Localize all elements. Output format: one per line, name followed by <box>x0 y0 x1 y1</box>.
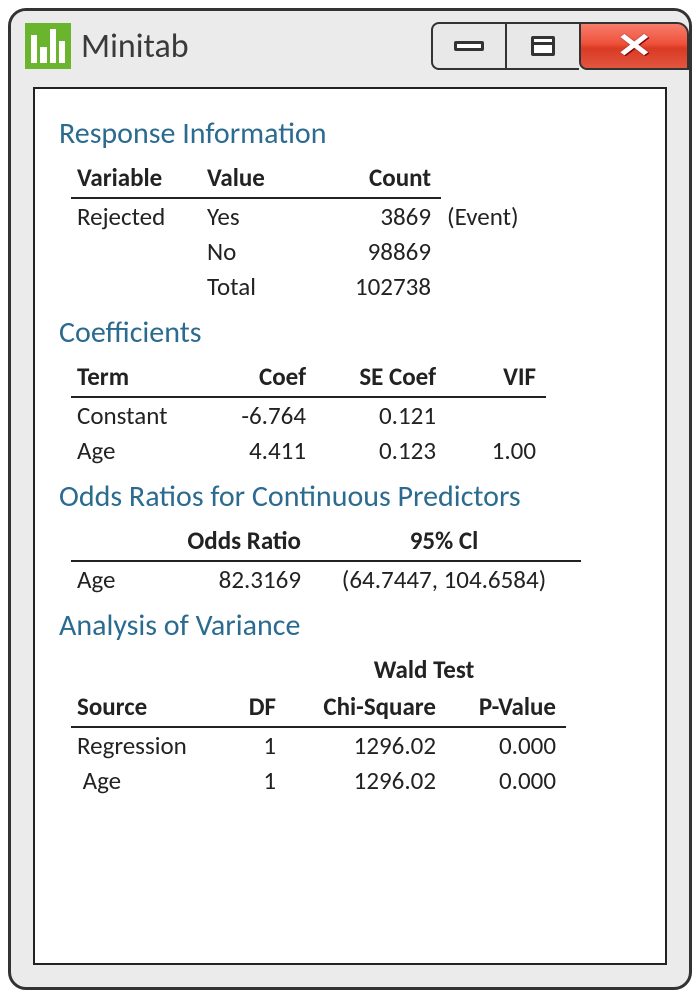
table-row: No 98869 <box>71 234 529 269</box>
cell: 0.000 <box>446 727 566 763</box>
cell: Regression <box>71 727 226 763</box>
app-window: Minitab ✕ Response Information Variable … <box>8 8 692 990</box>
cell <box>441 269 529 304</box>
cell: 1.00 <box>446 433 546 468</box>
col-term: Term <box>71 359 206 397</box>
section-heading-coefficients: Coefficients <box>59 314 641 351</box>
cell: 98869 <box>311 234 441 269</box>
cell: 1 <box>226 727 286 763</box>
maximize-button[interactable] <box>505 22 579 70</box>
cell: 1296.02 <box>286 727 446 763</box>
col-df: DF <box>226 689 286 727</box>
cell: 1296.02 <box>286 763 446 798</box>
cell: -6.764 <box>206 397 316 433</box>
window-controls: ✕ <box>431 22 689 70</box>
col-note <box>441 160 529 198</box>
close-button[interactable]: ✕ <box>579 22 689 70</box>
cell: 1 <box>226 763 286 798</box>
cell: Constant <box>71 397 206 433</box>
cell: Age <box>71 433 206 468</box>
logo-bar <box>59 41 65 63</box>
cell <box>71 269 201 304</box>
col-coef: Coef <box>206 359 316 397</box>
table-row: Regression 1 1296.02 0.000 <box>71 727 566 763</box>
output-pane: Response Information Variable Value Coun… <box>33 87 667 965</box>
cell-event-note: (Event) <box>441 198 529 234</box>
super-header-wald: Wald Test <box>286 652 566 689</box>
cell: 0.123 <box>316 433 446 468</box>
blank <box>71 652 226 689</box>
col-ci: 95% Cl <box>311 523 581 561</box>
table-row: Rejected Yes 3869 (Event) <box>71 198 529 234</box>
anova-table: Wald Test Source DF Chi-Square P-Value R… <box>71 652 566 798</box>
col-odds-ratio: Odds Ratio <box>141 523 311 561</box>
col-value: Value <box>201 160 311 198</box>
cell: (64.7447, 104.6584) <box>311 561 581 597</box>
section-heading-anova: Analysis of Variance <box>59 607 641 644</box>
app-title: Minitab <box>81 26 431 67</box>
cell: 3869 <box>311 198 441 234</box>
cell: Rejected <box>71 198 201 234</box>
minimize-icon <box>454 41 484 51</box>
response-information-table: Variable Value Count Rejected Yes 3869 (… <box>71 160 529 304</box>
col-chisq: Chi-Square <box>286 689 446 727</box>
blank <box>226 652 286 689</box>
col-vif: VIF <box>446 359 546 397</box>
col-variable: Variable <box>71 160 201 198</box>
table-row: Age 1 1296.02 0.000 <box>71 763 566 798</box>
col-source: Source <box>71 689 226 727</box>
cell <box>446 397 546 433</box>
col-count: Count <box>311 160 441 198</box>
cell: Age <box>71 763 226 798</box>
maximize-icon <box>531 36 555 56</box>
cell: 102738 <box>311 269 441 304</box>
odds-ratio-table: Odds Ratio 95% Cl Age 82.3169 (64.7447, … <box>71 523 581 597</box>
table-row: Age 4.411 0.123 1.00 <box>71 433 546 468</box>
cell: Age <box>71 561 141 597</box>
coefficients-table: Term Coef SE Coef VIF Constant -6.764 0.… <box>71 359 546 468</box>
cell: 4.411 <box>206 433 316 468</box>
close-icon: ✕ <box>615 26 652 66</box>
col-secoef: SE Coef <box>316 359 446 397</box>
logo-bar <box>50 29 56 63</box>
cell: No <box>201 234 311 269</box>
cell <box>441 234 529 269</box>
minitab-logo-icon <box>25 23 71 69</box>
titlebar: Minitab ✕ <box>11 11 689 81</box>
logo-bar <box>40 47 46 63</box>
table-row: Constant -6.764 0.121 <box>71 397 546 433</box>
cell <box>71 234 201 269</box>
logo-bar <box>31 35 37 63</box>
cell: 0.121 <box>316 397 446 433</box>
col-blank <box>71 523 141 561</box>
cell: 82.3169 <box>141 561 311 597</box>
cell: Yes <box>201 198 311 234</box>
cell: 0.000 <box>446 763 566 798</box>
table-row: Total 102738 <box>71 269 529 304</box>
section-heading-response: Response Information <box>59 115 641 152</box>
col-pvalue: P-Value <box>446 689 566 727</box>
section-heading-odds: Odds Ratios for Continuous Predictors <box>59 478 641 515</box>
minimize-button[interactable] <box>431 22 505 70</box>
cell: Total <box>201 269 311 304</box>
table-row: Age 82.3169 (64.7447, 104.6584) <box>71 561 581 597</box>
